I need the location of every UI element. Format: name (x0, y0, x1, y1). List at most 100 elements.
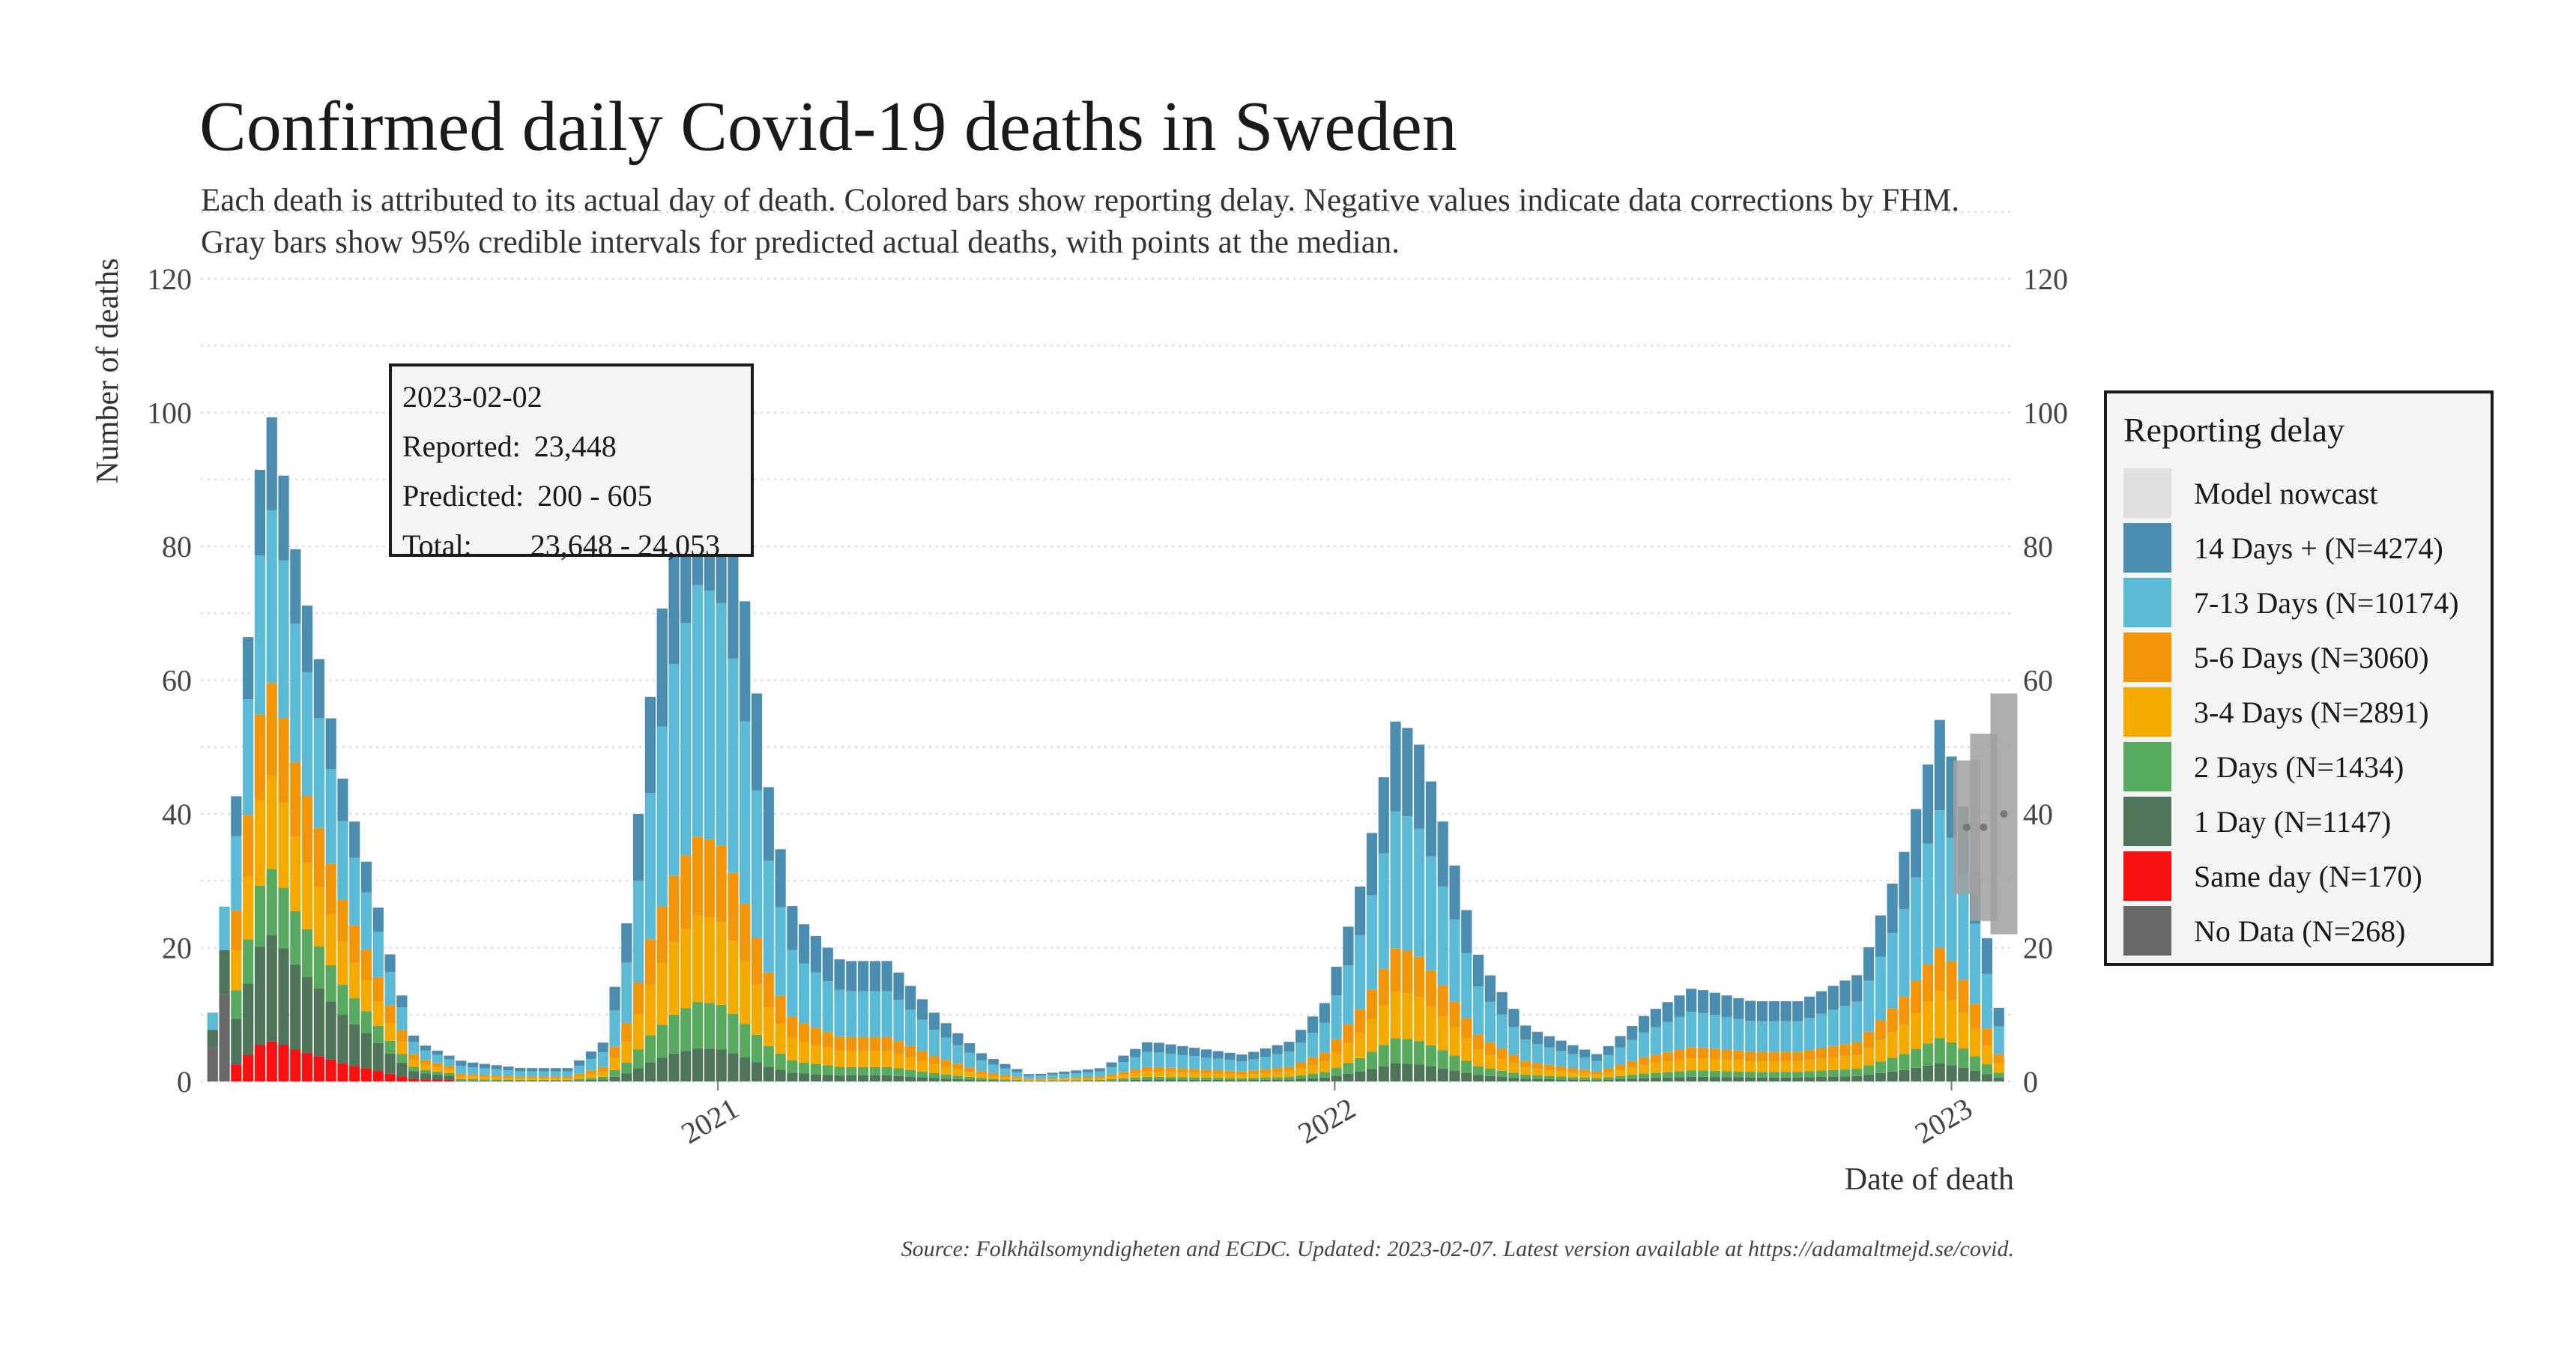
bar-segment-d14 (1260, 1048, 1271, 1057)
bar-segment-d2 (562, 1079, 573, 1081)
bar-segment-d1 (1118, 1080, 1129, 1081)
bar-segment-d3 (337, 942, 348, 985)
bar-segment-d3 (716, 922, 727, 1005)
bar-segment-d7 (1934, 810, 1945, 948)
bar-segment-d14 (1638, 1015, 1650, 1033)
bar-segment-d3 (1875, 1039, 1886, 1062)
bar-segment-d1 (799, 1073, 810, 1081)
bar-segment-d5 (574, 1073, 585, 1076)
bar-segment-d7 (1153, 1052, 1164, 1067)
bar-segment-d14 (1224, 1052, 1236, 1060)
bar-segment-d1 (704, 1048, 715, 1081)
bar-segment-d5 (704, 839, 715, 918)
bar-segment-d7 (301, 672, 313, 797)
bar-segment-d14 (550, 1068, 561, 1072)
bar-segment-d1 (1024, 1081, 1035, 1082)
bar-segment-d1 (1887, 1071, 1898, 1081)
bar-segment-d7 (1745, 1021, 1756, 1052)
bar-segment-d3 (1827, 1057, 1839, 1070)
bar-segment-d7 (857, 991, 869, 1037)
tooltip-reported: Reported: 23,448 (402, 422, 740, 471)
bar-segment-d14 (1851, 975, 1863, 1002)
bar-segment-d1 (1851, 1075, 1863, 1081)
bar-segment-d2 (1472, 1066, 1484, 1075)
bar-segment-d5 (916, 1051, 928, 1061)
bar-segment-d3 (1165, 1072, 1176, 1078)
bar-segment-d7 (1827, 1010, 1839, 1046)
bar-segment-d14 (1532, 1031, 1544, 1045)
bar-segment-d14 (1674, 995, 1685, 1017)
bar-segment-d3 (633, 1014, 644, 1050)
bar-segment-d2 (1709, 1070, 1720, 1078)
bar-segment-d7 (420, 1050, 432, 1060)
bar-segment-d2 (585, 1078, 597, 1081)
bar-segment-d5 (1851, 1042, 1863, 1055)
bar-segment-d0 (301, 1052, 313, 1081)
bar-segment-d7 (1803, 1018, 1815, 1051)
bar-segment-d7 (597, 1052, 608, 1067)
bar-segment-d0 (360, 1068, 372, 1081)
bar-segment-d1 (585, 1080, 597, 1081)
bar-segment-d1 (1615, 1078, 1626, 1081)
bar-segment-d14 (290, 549, 301, 624)
bar-segment-d5 (1815, 1048, 1827, 1059)
bar-segment-d3 (1532, 1069, 1544, 1076)
bar-segment-d14 (325, 718, 336, 770)
bar-segment-d2 (846, 1066, 857, 1075)
bar-segment-d1 (787, 1072, 798, 1081)
bar-segment-d1 (644, 1062, 656, 1081)
bar-segment-d14 (1331, 967, 1342, 996)
bar-segment-d14 (928, 1012, 940, 1030)
bar-segment-d14 (278, 475, 289, 561)
bar-segment-d5 (822, 1031, 833, 1048)
legend: Reporting delay Model nowcast 14 Days + … (2104, 390, 2494, 966)
bar-segment-d3 (243, 877, 254, 940)
bar-segment-d14 (1591, 1054, 1603, 1061)
tooltip-total-label: Total: (402, 528, 472, 562)
bar-segment-d5 (538, 1076, 549, 1078)
bar-segment-d3 (1390, 991, 1401, 1039)
tooltip-date: 2023-02-02 (402, 380, 542, 414)
bar-segment-d2 (1970, 1056, 1981, 1071)
bar-segment-d3 (349, 962, 360, 999)
bar-segment-d14 (656, 608, 668, 727)
bar-segment-d3 (1674, 1060, 1685, 1072)
bar-segment-d1 (893, 1075, 904, 1081)
bar-segment-d3 (1295, 1068, 1307, 1075)
bar-segment-d14 (1875, 915, 1886, 957)
bar-segment-d5 (1615, 1064, 1626, 1070)
bar-segment-d14 (1449, 865, 1460, 920)
bar-segment-d1 (740, 1057, 751, 1081)
bar-segment-d3 (1709, 1059, 1720, 1071)
bar-segment-d7 (869, 991, 880, 1037)
legend-item-5-6-days: 5-6 Days (N=3060) (2123, 633, 2429, 682)
bar-segment-d14 (456, 1060, 467, 1066)
y-tick-label-right: 20 (2023, 932, 2053, 965)
bar-segment-d3 (1768, 1061, 1780, 1072)
bar-segment-d5 (1875, 1020, 1886, 1040)
bar-segment-d5 (243, 815, 254, 878)
legend-swatch-1-day (2123, 797, 2171, 846)
bar-segment-d2 (396, 1054, 408, 1063)
bar-segment-d7 (1697, 1012, 1709, 1048)
bar-segment-d5 (1484, 1042, 1496, 1055)
bar-segment-d2 (763, 1045, 774, 1067)
bar-segment-d1 (1212, 1079, 1224, 1081)
bar-segment-d0 (243, 1054, 254, 1081)
bar-segment-d1 (940, 1078, 952, 1081)
bar-segment-d5 (408, 1054, 420, 1060)
bar-segment-d5 (1236, 1071, 1248, 1075)
bar-segment-d5 (952, 1063, 964, 1069)
bar-segment-d14 (787, 906, 798, 950)
bar-segment-d7 (905, 1010, 916, 1046)
bar-segment-d5 (1981, 1028, 1993, 1046)
bar-segment-d14 (1686, 989, 1697, 1012)
bar-segment-d7 (1437, 886, 1448, 986)
bar-segment-d1 (1627, 1078, 1638, 1081)
bar-segment-d1 (1236, 1080, 1248, 1081)
bar-segment-d5 (1958, 980, 1969, 1013)
bar-segment-d2 (799, 1062, 810, 1074)
bar-segment-d3 (562, 1078, 573, 1080)
bar-segment-d2 (928, 1072, 940, 1078)
bar-segment-d5 (1106, 1074, 1117, 1077)
